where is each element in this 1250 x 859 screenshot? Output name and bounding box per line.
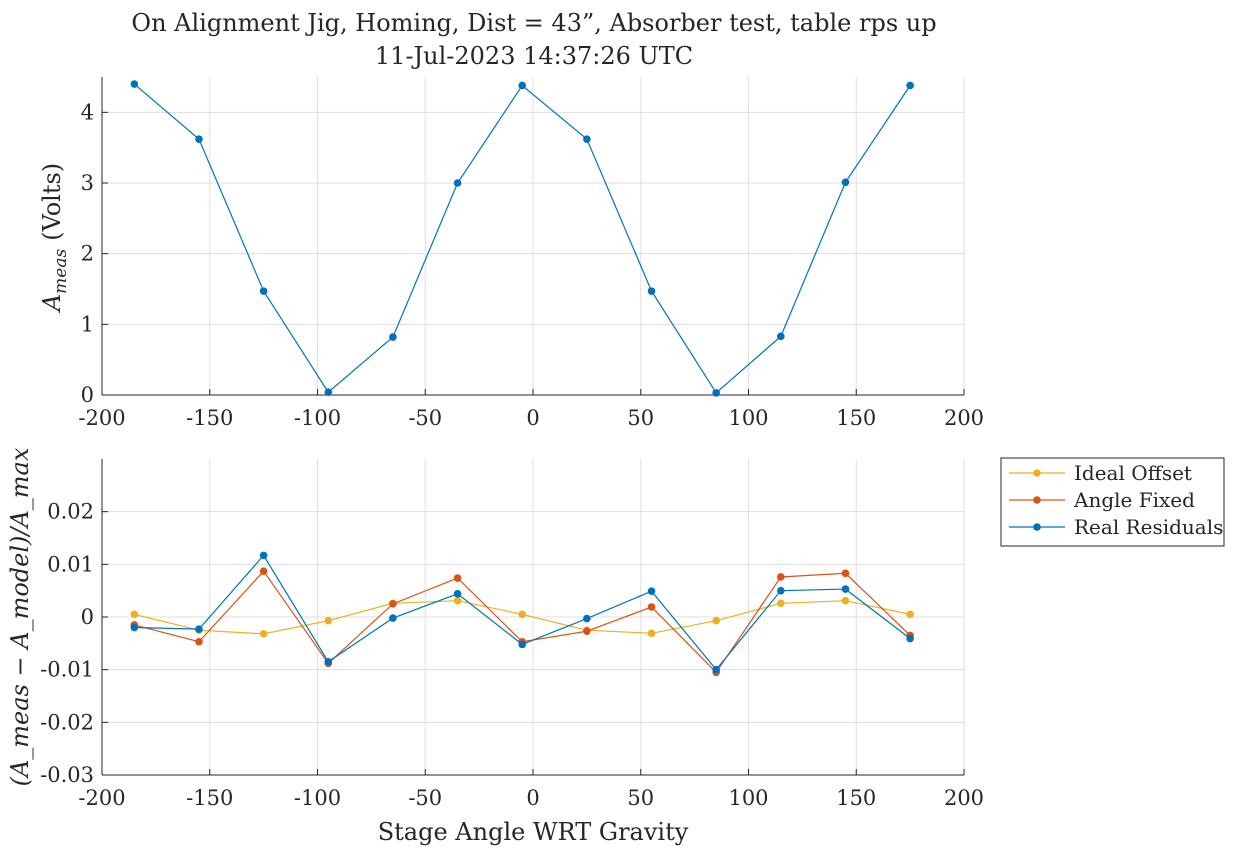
bottom-xtick-label: 150 bbox=[836, 786, 876, 810]
top-xtick-label: 200 bbox=[944, 406, 984, 430]
bottom-series-2-point bbox=[518, 640, 527, 649]
bottom-series-2-point bbox=[130, 623, 139, 632]
top-xtick-label: -150 bbox=[186, 406, 233, 430]
top-ytick-label: 4 bbox=[81, 100, 94, 124]
chart-title-line2: 11-Jul-2023 14:37:26 UTC bbox=[375, 42, 693, 70]
top-ylabel-subscript: meas bbox=[51, 249, 71, 294]
top-series-0-point bbox=[712, 389, 720, 397]
bottom-xtick-label: -150 bbox=[186, 786, 233, 810]
bottom-ytick-label: -0.03 bbox=[40, 763, 94, 787]
bottom-series-2-point bbox=[712, 665, 720, 674]
bottom-ytick-label: 0.02 bbox=[47, 500, 94, 524]
bottom-series-2-point bbox=[324, 657, 333, 666]
top-series-0-point bbox=[841, 178, 850, 187]
bottom-xtick-label: -100 bbox=[294, 786, 341, 810]
bottom-series-2-point bbox=[583, 614, 591, 623]
top-series-0-point bbox=[777, 332, 785, 341]
bottom-series-1-point bbox=[777, 573, 785, 581]
top-xtick-label: 100 bbox=[728, 406, 768, 430]
bottom-series-1-point bbox=[259, 567, 268, 575]
bottom-series-1-point bbox=[647, 603, 656, 611]
legend: Ideal Offset Angle Fixed Real Residuals bbox=[1000, 457, 1225, 547]
legend-label-2: Real Residuals bbox=[1074, 515, 1223, 539]
top-series-0-point bbox=[389, 333, 397, 341]
bottom-series-0-point bbox=[777, 599, 785, 608]
top-series-0-point bbox=[583, 135, 591, 143]
bottom-ytick-label: -0.02 bbox=[40, 710, 94, 734]
top-series-0-point bbox=[518, 81, 527, 90]
legend-label-0: Ideal Offset bbox=[1074, 461, 1192, 485]
bottom-series-2-point bbox=[389, 614, 397, 622]
bottom-plot: -200 -150 -100 -50 0 50 100 150 200 -0.03 -0.02 -0.… bbox=[40, 459, 984, 810]
bottom-ytick-label: -0.01 bbox=[40, 658, 94, 682]
top-xtick-label: -200 bbox=[78, 406, 125, 430]
top-xtick-label: 150 bbox=[836, 406, 876, 430]
bottom-series-1-point bbox=[841, 569, 850, 578]
bottom-ylabel: (A_meas − A_model)/A_max bbox=[6, 447, 34, 786]
top-xtick-label: 0 bbox=[526, 406, 539, 430]
bottom-series-2-point bbox=[777, 586, 785, 595]
bottom-series-1-point bbox=[195, 637, 203, 646]
bottom-series-line-1 bbox=[134, 570, 911, 674]
bottom-series-0-point bbox=[841, 596, 850, 605]
bottom-series-0-point bbox=[324, 616, 333, 625]
top-ylabel-main: A bbox=[38, 294, 66, 313]
bottom-series-2-point bbox=[453, 590, 462, 598]
bottom-xtick-label: 100 bbox=[728, 786, 768, 810]
svg-text:Ameas(Volts): Ameas (Volts) bbox=[38, 163, 71, 313]
legend-marker-0 bbox=[1033, 469, 1041, 477]
bottom-series-1-point bbox=[583, 627, 591, 636]
top-series-0-point bbox=[130, 80, 139, 88]
bottom-series-2-point bbox=[906, 634, 914, 643]
top-ylabel: Ameas (Volts) bbox=[38, 163, 71, 313]
bottom-series-2-point bbox=[841, 585, 850, 593]
legend-marker-1 bbox=[1033, 496, 1041, 504]
top-series-0-point bbox=[906, 81, 914, 90]
top-ylabel-units: (Volts) bbox=[38, 163, 66, 241]
bottom-xtick-label: -50 bbox=[408, 786, 442, 810]
bottom-xtick-label: 200 bbox=[944, 786, 984, 810]
top-series-line-0 bbox=[133, 83, 911, 394]
top-plot: -200 -150 -100 -50 0 50 100 150 200 0 1 2 3 4 bbox=[78, 77, 984, 430]
bottom-series-0-point bbox=[647, 629, 656, 638]
top-series-0-point bbox=[647, 287, 656, 295]
bottom-xtick-label: 50 bbox=[627, 786, 654, 810]
top-series-0-point bbox=[453, 179, 462, 187]
bottom-series-0-point bbox=[518, 610, 527, 619]
bottom-series-2-point bbox=[259, 551, 268, 560]
top-xtick-label: -50 bbox=[408, 406, 442, 430]
bottom-series-0-point bbox=[259, 630, 268, 638]
top-ytick-label: 0 bbox=[81, 383, 94, 407]
bottom-series-2-point bbox=[195, 625, 203, 633]
bottom-ytick-label: 0.01 bbox=[47, 552, 94, 576]
legend-label-1: Angle Fixed bbox=[1073, 488, 1195, 512]
top-series-0-point bbox=[324, 388, 333, 396]
legend-marker-2 bbox=[1033, 523, 1041, 531]
bottom-series-0-point bbox=[130, 610, 139, 619]
bottom-xtick-label: 0 bbox=[526, 786, 539, 810]
bottom-series-0-point bbox=[712, 616, 720, 625]
bottom-series-1-point bbox=[389, 600, 397, 608]
bottom-xtick-label: -200 bbox=[78, 786, 125, 810]
top-ytick-label: 2 bbox=[81, 242, 94, 266]
top-xtick-label: -100 bbox=[294, 406, 341, 430]
bottom-series-0-point bbox=[906, 610, 914, 619]
top-xtick-label: 50 bbox=[627, 406, 654, 430]
chart-title-line1: On Alignment Jig, Homing, Dist = 43”, Ab… bbox=[131, 9, 936, 37]
top-series-0-point bbox=[195, 135, 203, 143]
bottom-series-0-point bbox=[453, 596, 462, 605]
bottom-ytick-label: 0 bbox=[81, 605, 94, 629]
bottom-xlabel: Stage Angle WRT Gravity bbox=[378, 818, 689, 846]
top-ytick-label: 1 bbox=[81, 312, 94, 336]
top-ytick-label: 3 bbox=[81, 171, 94, 195]
bottom-series-1-point bbox=[453, 574, 462, 582]
bottom-series-2-point bbox=[647, 587, 656, 595]
top-series-0-point bbox=[259, 287, 268, 295]
